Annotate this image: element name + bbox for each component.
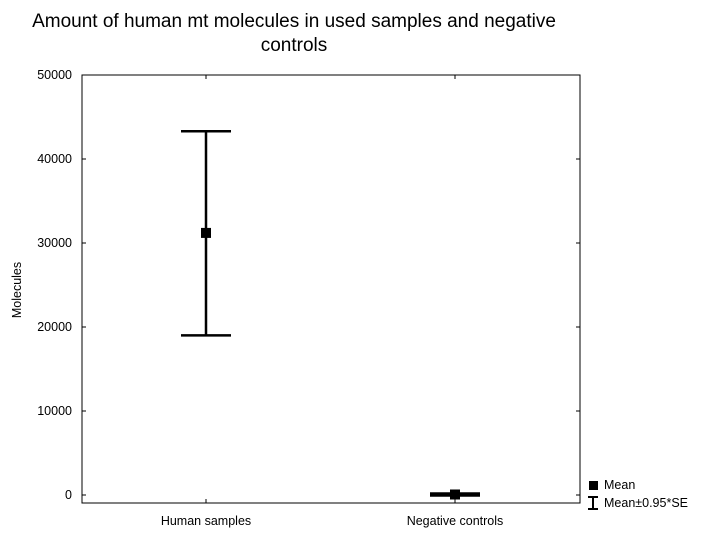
- chart-title-line-2: controls: [260, 35, 328, 56]
- chart-title-line-1: Amount of human mt molecules in used sam…: [32, 11, 556, 32]
- mean-square-icon: [586, 480, 600, 490]
- mean-point: [450, 489, 460, 500]
- data-marks: [181, 130, 480, 500]
- legend-label-se: Mean±0.95*SE: [604, 496, 688, 510]
- mean-point: [201, 227, 211, 238]
- x-tick-label: Human samples: [161, 514, 251, 528]
- chart-title: Amount of human mt molecules in used sam…: [0, 10, 588, 58]
- whisker-icon: [586, 495, 600, 511]
- legend-label-mean: Mean: [604, 478, 636, 492]
- plot-frame: [81, 74, 581, 504]
- y-tick-label: 30000: [37, 236, 72, 250]
- legend-item-se: Mean±0.95*SE: [586, 494, 688, 512]
- x-tick-label: Negative controls: [407, 514, 504, 528]
- y-tick-label: 40000: [37, 152, 72, 166]
- y-tick-label: 10000: [37, 404, 72, 418]
- legend-item-mean: Mean: [586, 476, 688, 494]
- y-axis-label: Molecules: [10, 262, 24, 318]
- axis-ticks: 0 10000 20000 30000 40000 50000 Human samples N…: [37, 68, 580, 528]
- y-tick-label: 20000: [37, 320, 72, 334]
- y-tick-label: 50000: [37, 68, 72, 82]
- legend: Mean Mean±0.95*SE: [586, 476, 688, 512]
- y-tick-label: 0: [65, 488, 72, 502]
